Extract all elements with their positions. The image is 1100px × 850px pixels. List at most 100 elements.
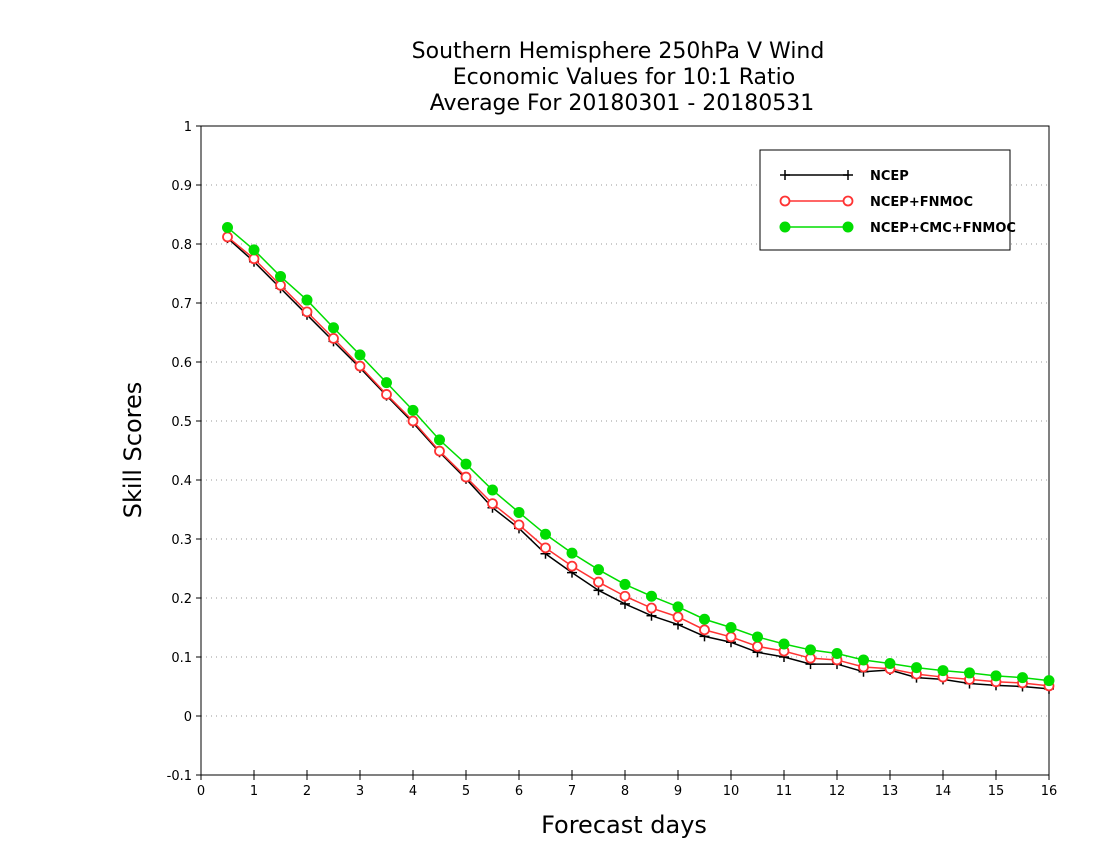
data-point-filled-circle (407, 404, 419, 416)
data-point-filled-circle (328, 322, 339, 334)
y-tick-label: 0.8 (171, 238, 192, 253)
data-point-filled-circle (937, 665, 949, 677)
legend-entry: NCEP+CMC+FNMOC (779, 221, 1016, 236)
data-point-open-circle (513, 519, 525, 531)
data-point-filled-circle (990, 670, 1002, 682)
data-point-plus (780, 170, 790, 180)
data-point-open-circle (699, 624, 710, 636)
x-tick-label: 11 (776, 784, 793, 799)
chart-title-line-3: Average For 20180301 - 20180531 (430, 91, 815, 116)
data-point-filled-circle (460, 458, 472, 470)
data-point-filled-circle (222, 221, 233, 233)
data-point-open-circle (275, 279, 286, 291)
data-point-filled-circle (248, 244, 260, 256)
legend-entry: NCEP (780, 169, 909, 184)
y-tick-label: 0.5 (171, 415, 192, 430)
data-point-open-circle (407, 415, 419, 427)
x-tick-label: 13 (882, 784, 899, 799)
data-point-open-circle (619, 590, 631, 602)
data-point-filled-circle (725, 622, 737, 633)
data-point-filled-circle (1043, 675, 1055, 687)
data-point-open-circle (434, 445, 445, 457)
x-tick-label: 5 (462, 784, 470, 799)
x-tick-label: 12 (829, 784, 846, 799)
legend: NCEP NCEP+FNMOC NCEP+CMC+FNMOC (759, 149, 1016, 251)
x-tick-label: 8 (621, 784, 629, 799)
data-point-filled-circle (842, 221, 854, 233)
data-point-open-circle (566, 560, 578, 572)
y-tick-label: 0.9 (171, 179, 192, 194)
chart-title-line-1: Southern Hemisphere 250hPa V Wind (412, 39, 825, 64)
chart-title-line-2: Economic Values for 10:1 Ratio (453, 65, 795, 90)
data-point-filled-circle (593, 564, 604, 576)
data-point-open-circle (248, 253, 260, 265)
data-point-filled-circle (964, 667, 975, 679)
data-point-filled-circle (805, 644, 816, 656)
x-tick-label: 7 (568, 784, 576, 799)
x-tick-label: 1 (250, 784, 258, 799)
y-tick-label: 0.6 (171, 356, 192, 371)
series-line (227, 237, 1050, 690)
series-line (227, 236, 1050, 687)
data-point-open-circle (593, 576, 604, 588)
series-ncep-cmc-fnmoc (222, 221, 1055, 687)
series-ncep (222, 233, 1054, 694)
y-axis: -0.1 0 0.1 0.2 0.3 0.4 0.5 0.6 0.7 0.8 0.9 1 (167, 120, 201, 784)
legend-label: NCEP+CMC+FNMOC (870, 221, 1016, 236)
data-point-open-circle (842, 195, 854, 207)
data-point-filled-circle (752, 631, 763, 643)
y-tick-label: 0.2 (171, 592, 192, 607)
data-point-filled-circle (434, 434, 445, 446)
data-point-open-circle (487, 498, 498, 510)
data-point-open-circle (222, 231, 233, 243)
data-point-filled-circle (779, 221, 791, 233)
x-tick-label: 3 (356, 784, 364, 799)
data-point-filled-circle (646, 590, 657, 602)
data-point-filled-circle (381, 377, 392, 389)
data-point-open-circle (301, 306, 313, 318)
x-tick-label: 9 (674, 784, 682, 799)
chart-title: Southern Hemisphere 250hPa V Wind Econom… (412, 39, 825, 116)
data-point-open-circle (752, 640, 763, 652)
legend-label: NCEP (870, 169, 909, 184)
x-tick-label: 2 (303, 784, 311, 799)
data-point-open-circle (646, 602, 657, 614)
data-point-open-circle (725, 631, 737, 643)
x-tick-label: 16 (1041, 784, 1058, 799)
data-point-filled-circle (884, 657, 896, 669)
legend-box (759, 149, 1011, 251)
y-tick-label: 0.4 (171, 474, 192, 489)
data-point-open-circle (328, 332, 339, 344)
series-line (227, 226, 1050, 682)
data-point-filled-circle (487, 484, 498, 496)
y-tick-label: 0.7 (171, 297, 192, 312)
y-tick-label: 0.3 (171, 533, 192, 548)
data-point-filled-circle (858, 654, 869, 666)
data-point-filled-circle (566, 547, 578, 559)
data-point-plus (843, 170, 853, 180)
x-tick-label: 15 (988, 784, 1005, 799)
legend-entry: NCEP+FNMOC (779, 195, 973, 210)
data-point-open-circle (354, 360, 366, 372)
data-point-filled-circle (275, 270, 286, 282)
data-point-filled-circle (672, 601, 684, 613)
data-point-open-circle (540, 542, 551, 554)
data-point-filled-circle (354, 349, 366, 361)
x-tick-label: 10 (723, 784, 740, 799)
data-point-open-circle (779, 195, 791, 207)
data-point-filled-circle (301, 294, 313, 306)
data-point-open-circle (672, 611, 684, 623)
y-tick-label: 1 (184, 120, 192, 135)
legend-label: NCEP+FNMOC (870, 195, 973, 210)
data-point-filled-circle (540, 528, 551, 540)
y-axis-label: Skill Scores (119, 382, 147, 519)
data-point-open-circle (381, 389, 392, 400)
data-point-filled-circle (513, 506, 525, 518)
series-layer (222, 221, 1055, 694)
y-tick-label: -0.1 (167, 769, 192, 784)
y-tick-label: 0 (184, 710, 192, 725)
x-axis: 0 1 2 3 4 5 6 7 8 9 10 11 12 13 14 15 16 (197, 770, 1057, 799)
series-ncep-fnmoc (222, 231, 1055, 692)
data-point-filled-circle (778, 638, 790, 650)
y-tick-label: 0.1 (171, 651, 192, 666)
